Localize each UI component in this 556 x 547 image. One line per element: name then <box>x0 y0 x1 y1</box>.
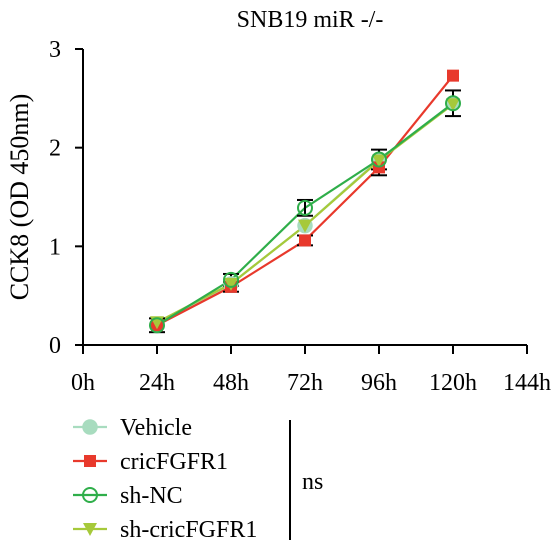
data-point-cricFGFR1 <box>447 69 459 82</box>
axes: 0 1 2 3 0h 24h 48h 72h 96h 120h 144h <box>49 37 551 396</box>
series-group <box>149 69 461 334</box>
data-point-sh-NC <box>371 151 387 168</box>
y-tick-label: 0 <box>49 333 61 359</box>
legend-marker-sh-cricFGFR1 <box>83 523 97 536</box>
legend-label-sh-NC: sh-NC <box>120 483 183 509</box>
data-point-sh-cricFGFR1 <box>298 219 312 233</box>
data-point-sh-cricFGFR1 <box>372 154 386 168</box>
legend-label-cricFGFR1: cricFGFR1 <box>120 449 228 475</box>
data-point-sh-NC <box>297 199 313 216</box>
chart-title: SNB19 miR -/- <box>237 7 384 33</box>
x-tick-label: 144h <box>503 370 551 396</box>
y-axis-label: CCK8 (OD 450nm) <box>5 94 34 301</box>
legend: Vehicle cricFGFR1 sh-NC sh-cricFGFR1 <box>73 415 257 543</box>
x-tick-label: 96h <box>361 370 397 396</box>
x-tick-label: 0h <box>71 370 95 396</box>
significance-annotation: ns <box>302 469 323 495</box>
data-point-sh-NC <box>223 271 239 288</box>
legend-marker-sh-NC <box>82 487 98 503</box>
y-tick-label: 2 <box>49 136 61 162</box>
y-tick-label: 1 <box>49 234 61 260</box>
x-tick-label: 24h <box>139 370 175 396</box>
x-tick-label: 120h <box>429 370 477 396</box>
data-point-sh-NC <box>445 95 461 112</box>
data-point-sh-NC <box>149 317 165 334</box>
y-tick-label: 3 <box>49 37 61 63</box>
data-point-sh-cricFGFR1 <box>446 98 460 112</box>
legend-marker-cricFGFR1 <box>84 455 96 467</box>
legend-marker-Vehicle <box>82 419 98 435</box>
data-point-sh-cricFGFR1 <box>224 277 238 291</box>
legend-label-sh-cricFGFR1: sh-cricFGFR1 <box>120 517 257 543</box>
legend-label-Vehicle: Vehicle <box>120 415 192 441</box>
x-tick-label: 72h <box>287 370 323 396</box>
data-point-cricFGFR1 <box>299 234 311 247</box>
x-tick-label: 48h <box>213 370 249 396</box>
